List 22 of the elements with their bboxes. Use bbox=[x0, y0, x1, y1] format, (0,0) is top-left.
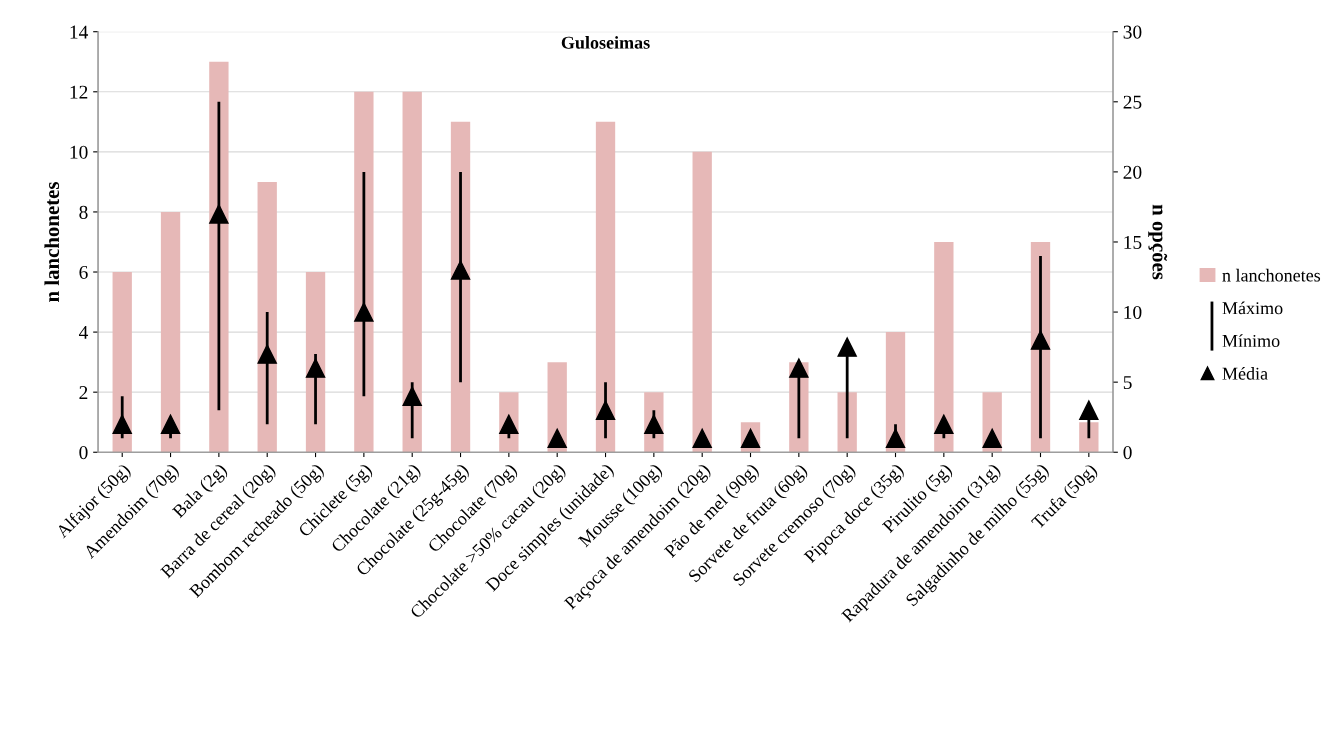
legend-label: Média bbox=[1222, 367, 1268, 380]
y2-tick-label: 5 bbox=[1123, 376, 1132, 390]
y2-tick-label: 10 bbox=[1124, 305, 1142, 319]
y-tick-label: 12 bbox=[70, 85, 88, 99]
y-tick-label: 10 bbox=[70, 145, 88, 159]
y2-tick-label: 30 bbox=[1123, 25, 1142, 39]
y2-axis-title: n opções bbox=[1148, 204, 1168, 280]
y-tick-label: 8 bbox=[79, 205, 88, 219]
y-tick-label: 4 bbox=[78, 326, 89, 339]
legend-label: n lanchonetes bbox=[1222, 268, 1321, 282]
text: Mínimo bbox=[1222, 334, 1280, 348]
y2-tick-label: 15 bbox=[1124, 235, 1142, 249]
y2-tick-label: 0 bbox=[1123, 446, 1132, 460]
y-tick-label: 14 bbox=[70, 25, 89, 39]
y2-tick-label: 25 bbox=[1123, 95, 1142, 109]
chart-title: Guloseimas bbox=[561, 36, 650, 49]
y-tick-label: 6 bbox=[79, 265, 88, 279]
text: Máximo bbox=[1222, 301, 1283, 315]
y-tick-label: 2 bbox=[79, 386, 88, 399]
y-tick-label: 0 bbox=[79, 446, 88, 460]
y2-tick-label: 20 bbox=[1123, 165, 1142, 179]
y-axis-title: n lanchonetes bbox=[44, 182, 60, 302]
